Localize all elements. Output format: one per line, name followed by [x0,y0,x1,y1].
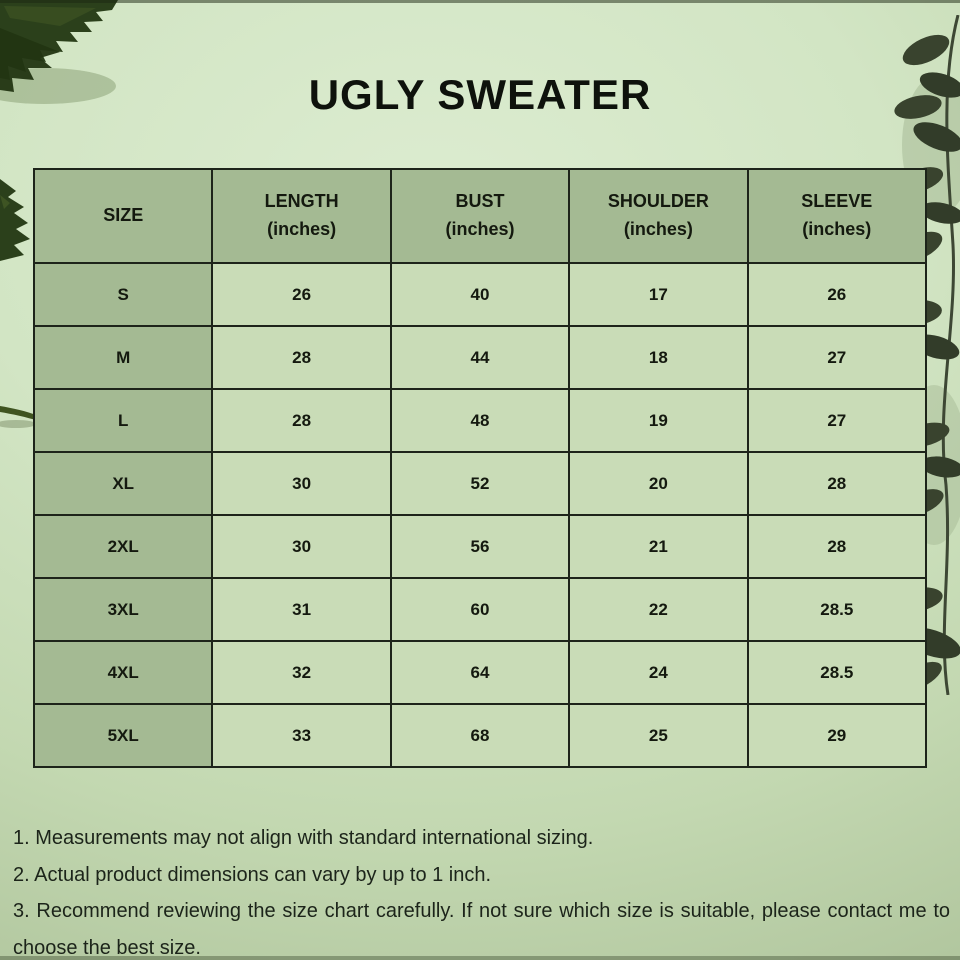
cell-shoulder: 20 [568,451,749,516]
cell-length: 28 [211,388,392,453]
cell-bust: 48 [389,388,571,453]
column-header-length: LENGTH (inches) [211,168,392,264]
column-header-shoulder: SHOULDER (inches) [568,168,749,264]
cell-sleeve: 29 [746,703,928,768]
cell-bust: 44 [389,325,571,390]
cell-bust: 64 [389,640,571,705]
column-header-unit: (inches) [802,219,872,239]
row-size-label: 3XL [32,577,214,642]
cell-sleeve: 28 [746,451,928,516]
table-row-4xl: 4XL 32 64 24 28.5 [32,640,928,705]
table-row-3xl: 3XL 31 60 22 28.5 [32,577,928,642]
note-3: 3. Recommend reviewing the size chart ca… [13,900,950,959]
cell-sleeve: 28.5 [746,577,928,642]
cell-bust: 52 [389,451,571,516]
table-row-l: L 28 48 19 27 [32,388,928,453]
cell-shoulder: 22 [568,577,749,642]
table-row-m: M 28 44 18 27 [32,325,928,390]
row-size-label: M [32,325,214,390]
column-header-label: SLEEVE [801,191,873,212]
cell-sleeve: 28.5 [746,640,928,705]
size-chart-table: SIZE LENGTH (inches) BUST (inches) SHOUL… [32,168,928,768]
cell-shoulder: 17 [568,262,749,327]
leaf-tip-left-icon [0,179,30,261]
column-header-bust: BUST (inches) [389,168,571,264]
cell-shoulder: 18 [568,325,749,390]
cell-length: 31 [211,577,392,642]
table-header-row: SIZE LENGTH (inches) BUST (inches) SHOUL… [32,168,928,264]
cell-sleeve: 27 [746,388,928,453]
cell-shoulder: 24 [568,640,749,705]
cell-sleeve: 26 [746,262,928,327]
cell-length: 32 [211,640,392,705]
column-header-sleeve: SLEEVE (inches) [746,168,928,264]
page-title: UGLY SWEATER [308,71,652,118]
cell-sleeve: 28 [746,514,928,579]
row-size-label: 5XL [32,703,214,768]
table-row-5xl: 5XL 33 68 25 29 [32,703,928,768]
cell-bust: 56 [389,514,571,579]
top-edge-shadow [0,0,960,3]
cell-bust: 40 [389,262,571,327]
note-1: 1. Measurements may not align with stand… [13,827,594,849]
column-header-unit: (inches) [623,219,693,239]
cell-length: 30 [211,451,392,516]
row-size-label: S [32,262,214,327]
note-2: 2. Actual product dimensions can vary by… [13,863,492,886]
table-row-2xl: 2XL 30 56 21 28 [32,514,928,579]
row-size-label: XL [32,451,214,516]
column-header-unit: (inches) [267,219,337,239]
cell-length: 33 [211,703,392,768]
column-header-size: SIZE [32,168,214,264]
cell-shoulder: 25 [568,703,749,768]
row-size-label: 4XL [32,640,214,705]
cell-length: 26 [211,262,392,327]
cell-shoulder: 21 [568,514,749,579]
cell-sleeve: 27 [746,325,928,390]
column-header-unit: (inches) [445,219,515,239]
cell-length: 28 [211,325,392,390]
table-row-xl: XL 30 52 20 28 [32,451,928,516]
column-header-label: LENGTH [264,191,339,212]
row-size-label: L [32,388,214,453]
column-header-label: SHOULDER [607,191,709,212]
table-row-s: S 26 40 17 26 [32,262,928,327]
cell-bust: 68 [389,703,571,768]
cell-length: 30 [211,514,392,579]
column-header-label: BUST [455,191,505,212]
sizing-notes: 1. Measurements may not align with stand… [13,820,950,960]
cell-shoulder: 19 [568,388,749,453]
column-header-label: SIZE [103,205,144,226]
row-size-label: 2XL [32,514,214,579]
cell-bust: 60 [389,577,571,642]
